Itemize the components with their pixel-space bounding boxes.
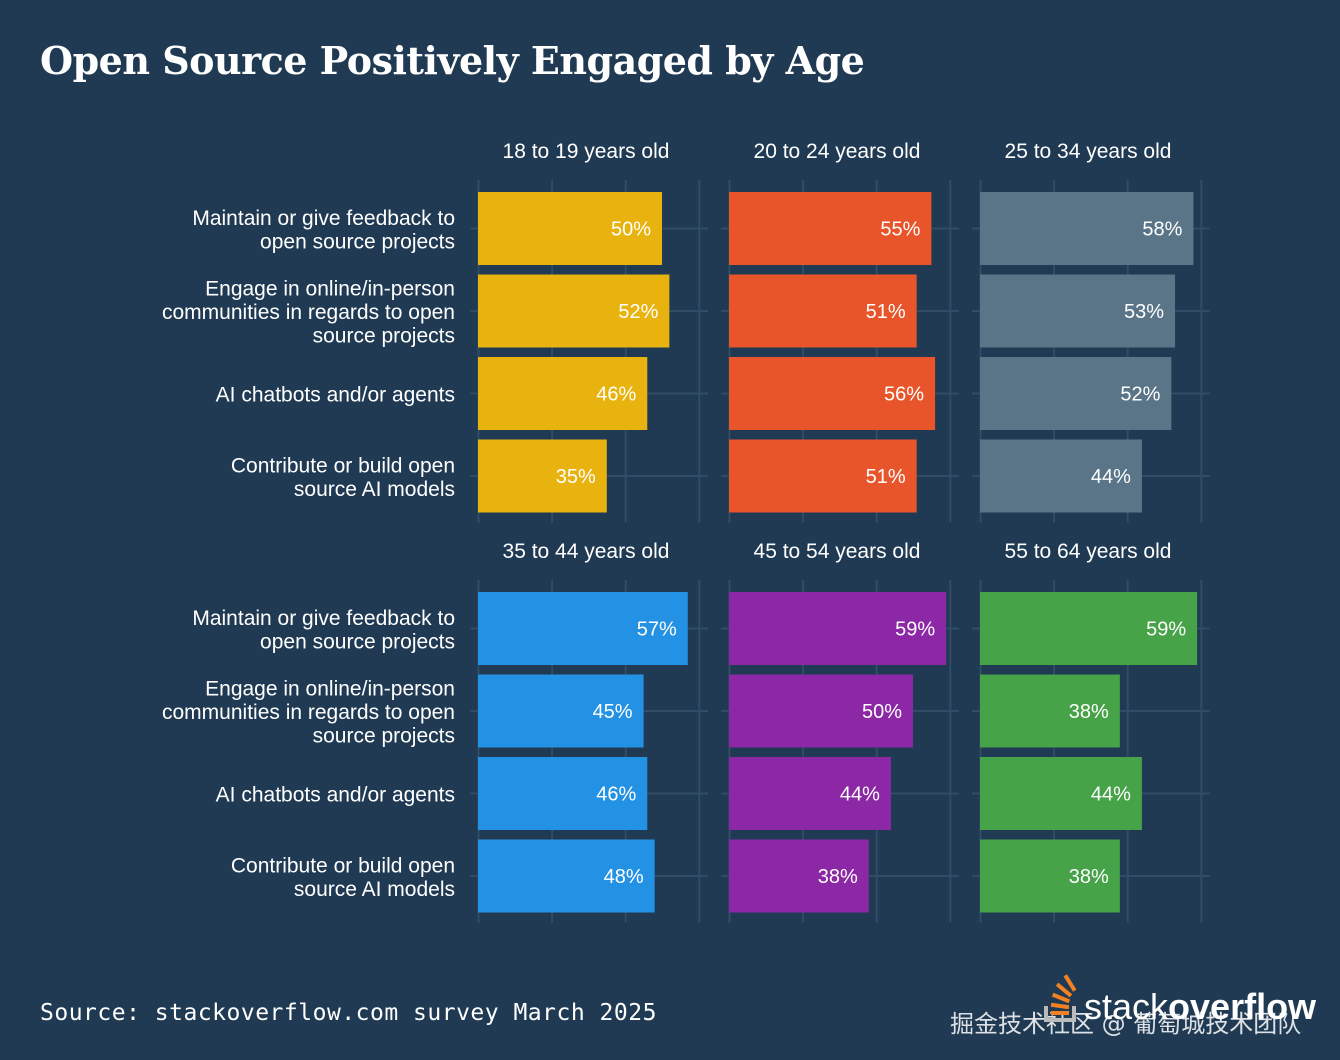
bar: [980, 274, 1176, 348]
bar: [980, 357, 1172, 430]
stackoverflow-logo: stackoverflow: [1040, 968, 1320, 1028]
bar: [478, 757, 648, 830]
bar: [478, 192, 662, 265]
bar-value-label: 35%: [556, 466, 596, 488]
logo-text-light: stack: [1084, 986, 1169, 1027]
bar-value-label: 46%: [596, 384, 636, 406]
bar: [980, 839, 1120, 913]
bar-value-label: 38%: [1069, 701, 1109, 723]
bar: [729, 592, 947, 665]
category-label: AI chatbots and/or agents: [216, 384, 455, 407]
panel-header: 25 to 34 years old: [1005, 140, 1172, 163]
bar: [729, 674, 913, 748]
bar: [478, 592, 688, 665]
bar-value-label: 52%: [1120, 384, 1160, 406]
bar-value-label: 56%: [884, 384, 924, 406]
bar: [478, 839, 655, 913]
bar: [729, 439, 917, 513]
source-note: Source: stackoverflow.com survey March 2…: [40, 1000, 657, 1026]
bar: [729, 274, 917, 348]
bar-value-label: 46%: [596, 784, 636, 806]
stackoverflow-icon: [1044, 974, 1077, 1022]
bar: [729, 192, 932, 265]
bar: [478, 439, 607, 513]
panel-header: 35 to 44 years old: [503, 540, 670, 563]
bar-value-label: 55%: [880, 219, 920, 241]
category-label: Contribute or build open source AI models: [231, 854, 455, 901]
bar-value-label: 57%: [637, 619, 677, 641]
category-label: Maintain or give feedback to open source …: [192, 607, 455, 654]
bar: [729, 757, 891, 830]
bar-value-label: 38%: [818, 866, 858, 888]
panel-header: 18 to 19 years old: [503, 140, 670, 163]
bar-value-label: 48%: [604, 866, 644, 888]
bar-value-label: 53%: [1124, 301, 1164, 323]
bar-value-label: 58%: [1142, 219, 1182, 241]
bar-value-label: 44%: [840, 784, 880, 806]
bar-value-label: 59%: [895, 619, 935, 641]
panel-header: 45 to 54 years old: [754, 540, 921, 563]
panel-header: 55 to 64 years old: [1005, 540, 1172, 563]
bar-value-label: 44%: [1091, 466, 1131, 488]
bar-value-label: 38%: [1069, 866, 1109, 888]
bar: [980, 439, 1142, 513]
bar: [478, 674, 644, 748]
bar-value-label: 52%: [618, 301, 658, 323]
bar-value-label: 51%: [866, 466, 906, 488]
bar: [980, 192, 1194, 265]
category-label: AI chatbots and/or agents: [216, 784, 455, 807]
bar-value-label: 50%: [862, 701, 902, 723]
bar-value-label: 45%: [593, 701, 633, 723]
category-label: Engage in online/in-person communities in…: [162, 678, 455, 748]
bar: [729, 357, 936, 430]
watermark: 掘金技术社区 @ 葡萄城技术团队: [950, 1010, 1302, 1038]
page-title: Open Source Positively Engaged by Age: [40, 38, 865, 83]
bar: [478, 274, 670, 348]
bar-value-label: 51%: [866, 301, 906, 323]
bar: [729, 839, 869, 913]
bar-value-label: 44%: [1091, 784, 1131, 806]
category-label: Contribute or build open source AI models: [231, 454, 455, 501]
logo-wordmark: stackoverflow: [1084, 986, 1316, 1028]
category-label: Engage in online/in-person communities in…: [162, 278, 455, 348]
bar-value-label: 59%: [1146, 619, 1186, 641]
bar: [980, 592, 1198, 665]
logo-text-bold: overflow: [1168, 986, 1317, 1027]
bar-value-label: 50%: [611, 219, 651, 241]
category-label: Maintain or give feedback to open source …: [192, 207, 455, 254]
bar: [478, 357, 648, 430]
bar: [980, 757, 1142, 830]
panel-header: 20 to 24 years old: [754, 140, 921, 163]
bar: [980, 674, 1120, 748]
